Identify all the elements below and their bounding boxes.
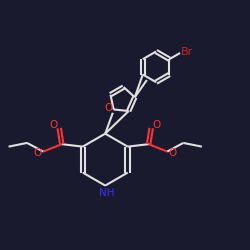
Text: O: O xyxy=(34,148,42,158)
Text: O: O xyxy=(152,120,161,130)
Text: NH: NH xyxy=(99,188,114,198)
Text: Br: Br xyxy=(181,47,194,57)
Text: O: O xyxy=(50,120,58,130)
Text: O: O xyxy=(104,103,112,113)
Text: O: O xyxy=(168,148,177,158)
